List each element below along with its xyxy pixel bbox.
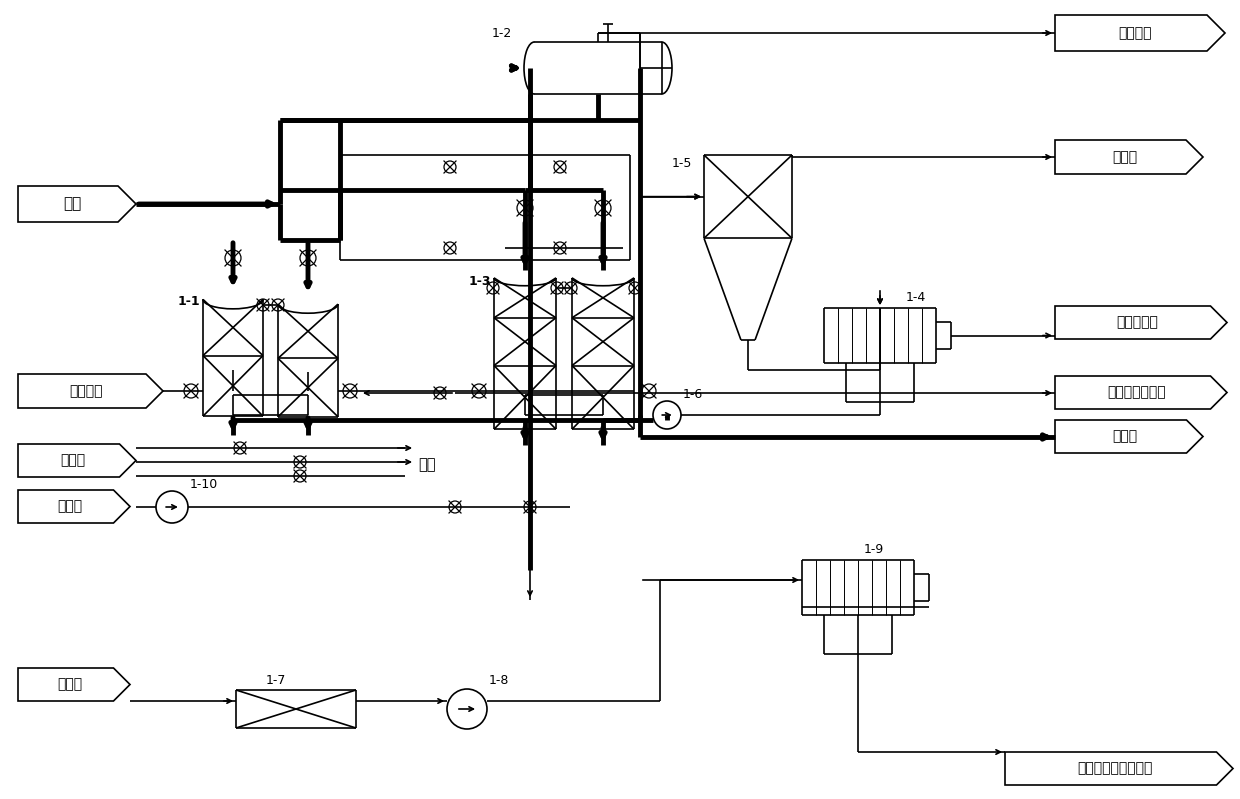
Text: 1-2: 1-2 (492, 27, 512, 40)
Text: 荷洗剂: 荷洗剂 (61, 454, 86, 467)
Text: 1-1: 1-1 (177, 295, 200, 308)
Text: 返回再生剂储罐: 返回再生剂储罐 (1107, 385, 1166, 400)
Text: 回用: 回用 (418, 457, 435, 472)
Text: 1-9: 1-9 (864, 543, 884, 556)
Text: 1-4: 1-4 (906, 291, 926, 304)
Text: 废水: 废水 (63, 197, 82, 212)
Text: 1-8: 1-8 (489, 674, 510, 687)
Text: 去火炉: 去火炉 (1112, 150, 1137, 164)
Text: 1-7: 1-7 (265, 674, 286, 687)
Text: 1-10: 1-10 (190, 478, 218, 491)
Text: 1-5: 1-5 (672, 157, 692, 170)
Text: 重金属滤饵回收利用: 重金属滤饵回收利用 (1078, 761, 1152, 776)
Text: 1-6: 1-6 (683, 388, 703, 401)
Text: 沉淠剂: 沉淠剂 (57, 678, 82, 691)
Text: 去固废系统: 去固废系统 (1116, 316, 1158, 329)
Text: 1-3: 1-3 (469, 275, 491, 288)
Text: 净化水: 净化水 (1112, 430, 1137, 443)
Text: 废油回收: 废油回收 (1118, 26, 1152, 40)
Text: 再生剂: 再生剂 (57, 499, 82, 514)
Text: 压缩气体: 压缩气体 (69, 384, 103, 398)
